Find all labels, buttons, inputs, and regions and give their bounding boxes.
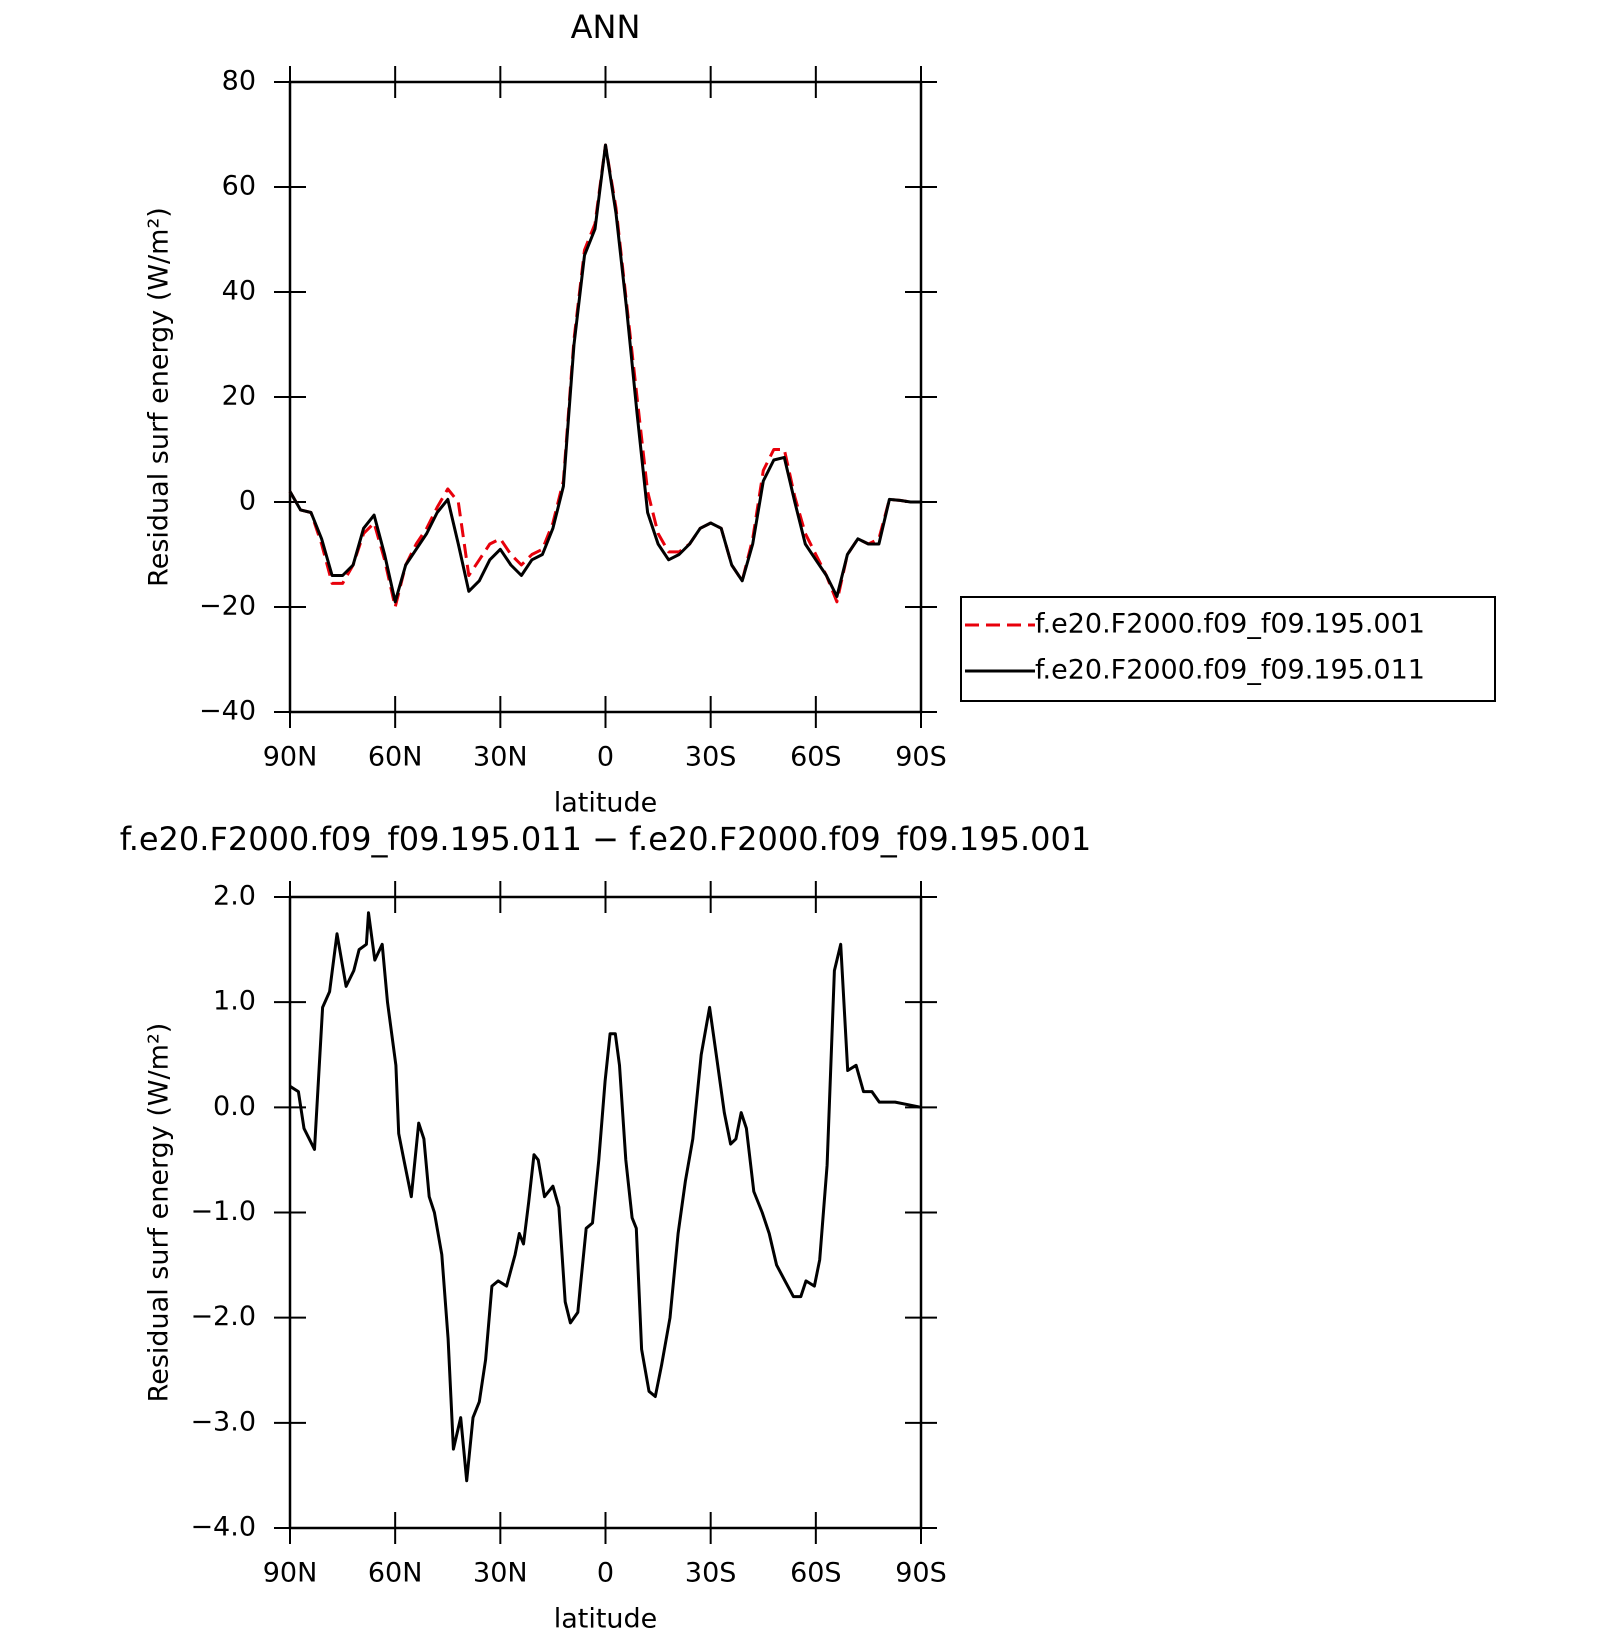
- x-tick-label: 60S: [790, 1558, 842, 1589]
- y-tick-label: 1.0: [213, 986, 256, 1017]
- data-line: [289, 911, 922, 1483]
- y-axis-label: Residual surf energy (W/m²): [144, 207, 175, 587]
- y-tick-label: 2.0: [213, 881, 256, 912]
- x-tick-label: 30N: [473, 1558, 528, 1589]
- y-tick-label: −4.0: [190, 1512, 256, 1543]
- x-tick-label: 60N: [368, 1558, 423, 1589]
- x-tick-label: 90N: [263, 1558, 318, 1589]
- x-tick-label: 60N: [368, 742, 423, 773]
- chart-title: f.e20.F2000.f09_f09.195.011 − f.e20.F200…: [120, 820, 1092, 858]
- x-tick-label: 60S: [790, 742, 842, 773]
- legend-label: f.e20.F2000.f09_f09.195.011: [1035, 655, 1425, 686]
- y-tick-label: −20: [199, 591, 256, 622]
- legend-box: [960, 596, 1496, 702]
- legend-label: f.e20.F2000.f09_f09.195.001: [1035, 609, 1425, 640]
- y-tick-label: 40: [222, 276, 256, 307]
- x-tick-label: 30N: [473, 742, 528, 773]
- x-tick-label: 90S: [895, 742, 947, 773]
- chart-title: ANN: [571, 8, 641, 46]
- y-tick-label: 80: [222, 66, 256, 97]
- x-tick-label: 30S: [685, 742, 737, 773]
- y-tick-label: −3.0: [190, 1406, 256, 1437]
- plot-frame: [288, 80, 923, 714]
- y-axis-label: Residual surf energy (W/m²): [144, 1023, 175, 1403]
- y-tick-label: 60: [222, 171, 256, 202]
- x-tick-label: 0: [597, 742, 614, 773]
- data-line: [288, 143, 921, 604]
- x-tick-label: 0: [597, 1558, 614, 1589]
- plot-frame: [288, 895, 923, 1530]
- x-tick-label: 90N: [263, 742, 318, 773]
- data-line: [288, 143, 921, 609]
- x-tick-label: 90S: [895, 1558, 947, 1589]
- x-axis-label: latitude: [554, 788, 658, 819]
- y-tick-label: −40: [199, 696, 256, 727]
- y-tick-label: 20: [222, 381, 256, 412]
- y-tick-label: 0.0: [213, 1091, 256, 1122]
- x-axis-label: latitude: [554, 1604, 658, 1635]
- x-tick-label: 30S: [685, 1558, 737, 1589]
- y-tick-label: 0: [239, 486, 256, 517]
- y-tick-label: −1.0: [190, 1196, 256, 1227]
- y-tick-label: −2.0: [190, 1301, 256, 1332]
